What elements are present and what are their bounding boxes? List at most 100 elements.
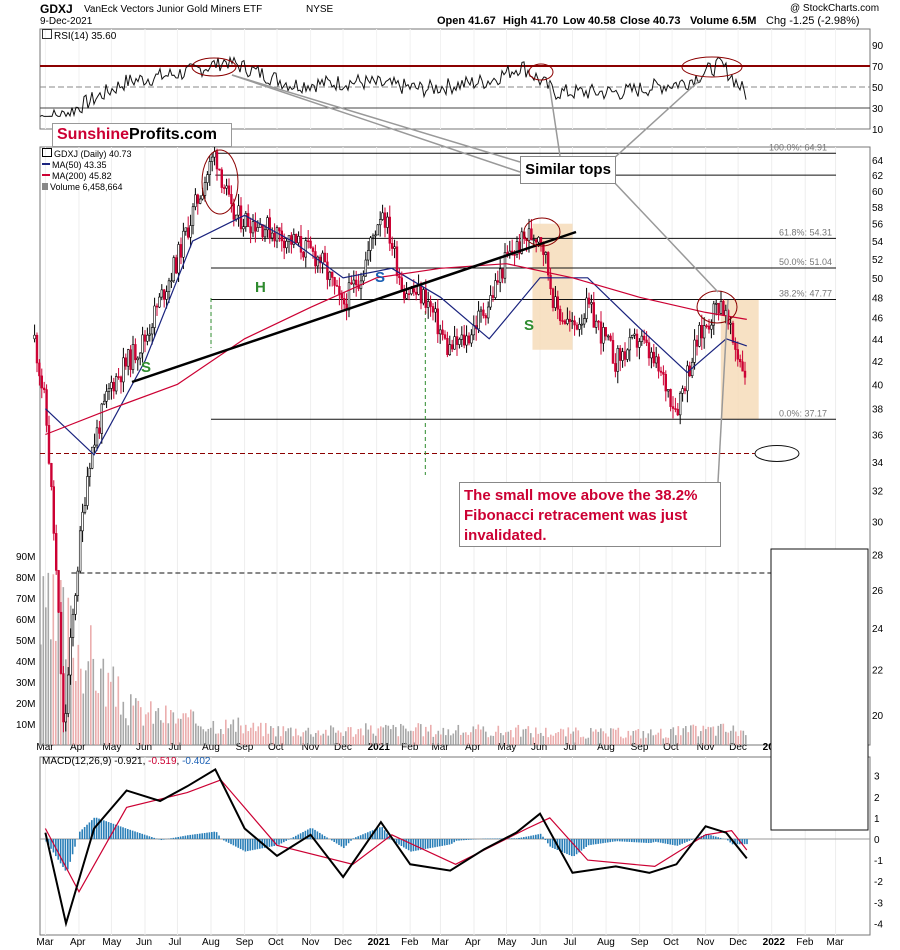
volume-bar (250, 727, 252, 745)
volume-bar (350, 727, 352, 745)
price-candle-body (285, 240, 288, 249)
price-candle-body (292, 234, 295, 245)
price-candle-body (618, 348, 622, 361)
macd-histogram-bar (199, 833, 201, 839)
price-candle-body (573, 320, 576, 326)
price-candle-body (335, 285, 339, 287)
macd-histogram-bar (127, 829, 129, 839)
price-candle-body (669, 389, 672, 407)
price-x-tick-label: Dec (334, 742, 352, 753)
macd-x-tick-label: May (102, 937, 121, 948)
volume-bar (87, 661, 90, 745)
macd-histogram-bar (470, 839, 472, 840)
volume-bar (337, 730, 340, 745)
price-candle-body (57, 570, 60, 613)
volume-y-tick-label: 60M (16, 615, 35, 626)
volume-bar (260, 722, 262, 745)
volume-bar (687, 732, 690, 745)
macd-histogram-bar (287, 839, 290, 840)
volume-bar (592, 731, 595, 745)
price-candle-body (479, 309, 483, 312)
price-candle-body (705, 325, 708, 327)
price-candle-body (45, 389, 48, 426)
macd-histogram-bar (422, 839, 424, 850)
macd-histogram-bar (319, 832, 321, 839)
price-y-tick-label: 44 (872, 335, 884, 346)
rising-trendline (131, 230, 577, 384)
volume-bar (580, 737, 582, 745)
macd-histogram-bar (643, 839, 645, 843)
price-x-tick-label: Mar (431, 742, 449, 753)
volume-bar (485, 731, 487, 745)
volume-bar (662, 738, 665, 745)
price-x-tick-label: Feb (401, 742, 419, 753)
macd-histogram-bar (230, 839, 232, 845)
volume-bar (420, 724, 422, 745)
volume-bar (652, 735, 655, 745)
price-candle-body (141, 334, 144, 354)
volume-bar (722, 723, 725, 745)
macd-histogram-bar (134, 831, 136, 839)
price-candle-body (393, 246, 396, 249)
price-x-tick-label: Sep (236, 742, 254, 753)
volume-bar (272, 727, 275, 745)
volume-bar (737, 736, 740, 745)
macd-x-tick-label: Sep (236, 937, 254, 948)
price-candle-body (352, 279, 355, 285)
macd-histogram-bar (285, 839, 288, 841)
macd-histogram-bar (652, 839, 655, 843)
volume-bar (677, 726, 680, 745)
price-candle-body (450, 344, 454, 350)
price-candle-body (54, 533, 58, 571)
macd-histogram-bar (520, 837, 523, 839)
price-candle-body (582, 318, 586, 325)
macd-histogram-bar (585, 839, 588, 847)
macd-histogram-bar (405, 839, 408, 849)
macd-histogram-bar (592, 839, 595, 845)
macd-histogram-bar (275, 839, 278, 846)
macd-histogram-bar (340, 839, 343, 847)
price-candle-body (93, 444, 96, 448)
volume-legend-item: Volume 6,458,664 (42, 182, 132, 193)
volume-bar (212, 720, 215, 745)
exchange: NYSE (306, 4, 334, 15)
price-candle-body (371, 235, 375, 239)
volume-bar (370, 725, 372, 745)
macd-histogram-bar (664, 839, 667, 844)
volume-bar (315, 732, 317, 745)
volume-bar (552, 735, 555, 745)
volume-bar (225, 719, 227, 745)
macd-histogram-bar (83, 827, 86, 839)
price-legend-icon (42, 148, 52, 157)
macd-histogram-bar (571, 839, 573, 857)
price-candle-body (388, 216, 391, 244)
macd-histogram-bar (290, 838, 292, 839)
macd-legend-v3: -0.402 (182, 756, 211, 767)
macd-histogram-bar (715, 836, 717, 839)
price-candle-body (299, 236, 303, 253)
price-candle-body (146, 334, 149, 342)
price-candle-body (74, 595, 77, 615)
price-candle-body (410, 288, 413, 295)
volume-bar (720, 723, 722, 745)
price-y-tick-label: 58 (872, 203, 884, 214)
price-candle-body (258, 224, 262, 228)
ma50-legend-icon (42, 163, 50, 165)
price-candle-body (189, 225, 192, 238)
macd-histogram-bar (148, 836, 151, 839)
price-candle-body (707, 325, 711, 330)
macd-histogram-bar (496, 838, 499, 839)
price-candle-body (666, 389, 670, 392)
volume-bar (542, 735, 545, 745)
macd-histogram-bar (191, 834, 194, 839)
fib-level-label: 50.0%: 51.04 (779, 257, 832, 267)
macd-histogram-bar (105, 821, 108, 839)
macd-y-tick-label: 1 (874, 814, 880, 825)
macd-histogram-bar (511, 838, 513, 839)
rsi-y-tick-label: 50 (872, 83, 884, 94)
volume-bar (75, 680, 77, 745)
macd-histogram-bar (187, 835, 189, 839)
volume-bar (375, 735, 377, 745)
rsi-y-tick-label: 10 (872, 125, 884, 136)
